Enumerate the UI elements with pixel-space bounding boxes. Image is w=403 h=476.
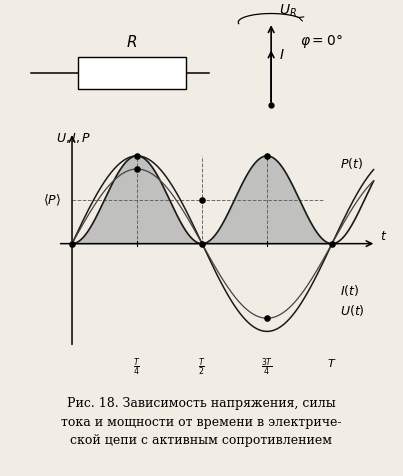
Text: $U, I, P$: $U, I, P$ [56,130,91,144]
Text: $P(t)$: $P(t)$ [340,156,363,171]
Text: Рис. 18. Зависимость напряжения, силы
тока и мощности от времени в электриче-
ск: Рис. 18. Зависимость напряжения, силы то… [61,397,342,446]
Point [199,240,205,248]
Text: $U(t)$: $U(t)$ [340,302,365,317]
Text: $\varphi = 0°$: $\varphi = 0°$ [300,33,343,50]
Point [329,240,335,248]
Text: $R$: $R$ [126,33,137,50]
Text: $\frac{T}{4}$: $\frac{T}{4}$ [133,356,141,377]
Bar [78,58,186,89]
Text: $\frac{3T}{4}$: $\frac{3T}{4}$ [261,356,273,377]
Point [264,315,270,322]
Text: $\langle P \rangle$: $\langle P \rangle$ [44,193,62,208]
Point [134,153,140,160]
Point [69,240,75,248]
Text: $T$: $T$ [327,356,337,368]
Point [199,197,205,204]
Point [264,153,270,160]
Text: $U_R$: $U_R$ [279,2,297,19]
Text: $\frac{T}{2}$: $\frac{T}{2}$ [198,356,206,377]
Point [134,166,140,173]
Text: $I$: $I$ [279,48,285,62]
Text: $t$: $t$ [380,229,387,242]
Text: $I(t)$: $I(t)$ [340,282,359,297]
